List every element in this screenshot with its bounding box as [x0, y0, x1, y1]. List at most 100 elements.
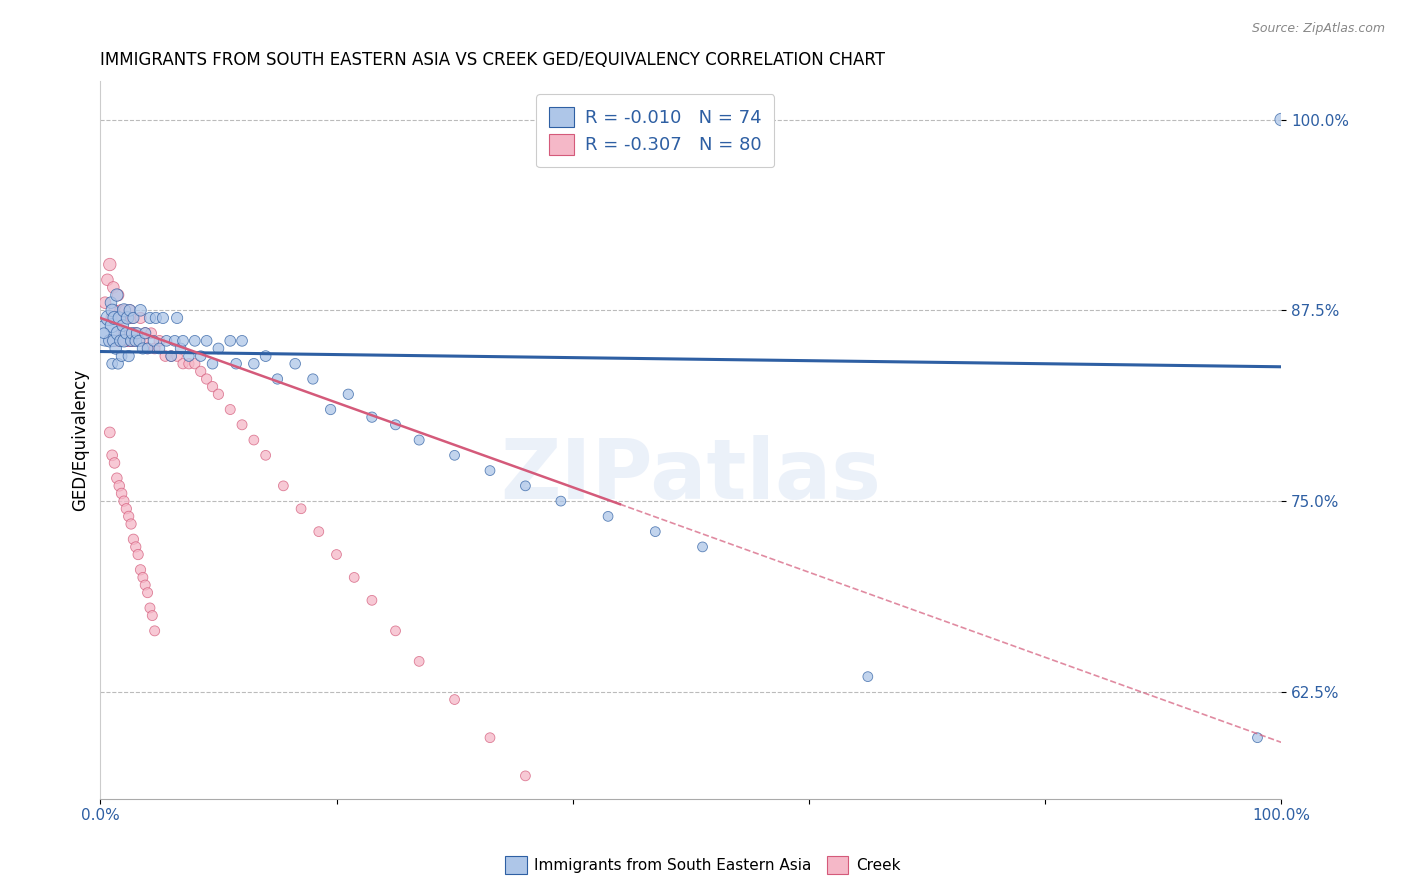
- Point: [319, 402, 342, 417]
- Y-axis label: GED/Equivalency: GED/Equivalency: [72, 369, 89, 511]
- Point: [114, 303, 136, 318]
- Point: [231, 334, 253, 348]
- Point: [479, 731, 502, 745]
- Point: [112, 334, 135, 348]
- Point: [166, 310, 188, 325]
- Point: [136, 342, 159, 356]
- Point: [172, 357, 194, 371]
- Point: [125, 326, 148, 341]
- Point: [155, 334, 177, 348]
- Point: [443, 692, 465, 706]
- Point: [169, 342, 191, 356]
- Point: [115, 334, 138, 348]
- Point: [97, 310, 120, 325]
- Point: [408, 654, 430, 668]
- Point: [479, 464, 502, 478]
- Point: [325, 548, 347, 562]
- Point: [644, 524, 666, 539]
- Point: [101, 310, 124, 325]
- Point: [110, 349, 132, 363]
- Point: [384, 417, 406, 432]
- Point: [120, 516, 142, 531]
- Point: [120, 334, 142, 348]
- Point: [155, 349, 177, 363]
- Point: [93, 326, 115, 341]
- Point: [160, 349, 183, 363]
- Text: ZIPatlas: ZIPatlas: [501, 435, 882, 516]
- Point: [108, 334, 131, 348]
- Point: [107, 326, 129, 341]
- Point: [443, 448, 465, 462]
- Point: [384, 624, 406, 638]
- Point: [118, 349, 141, 363]
- Point: [98, 334, 121, 348]
- Point: [243, 433, 266, 447]
- Point: [105, 310, 128, 325]
- Point: [132, 334, 155, 348]
- Point: [101, 357, 124, 371]
- Point: [290, 501, 312, 516]
- Point: [177, 349, 200, 363]
- Point: [190, 349, 212, 363]
- Point: [132, 570, 155, 584]
- Point: [337, 387, 360, 401]
- Point: [115, 326, 138, 341]
- Point: [190, 364, 212, 378]
- Point: [101, 448, 124, 462]
- Point: [118, 303, 141, 318]
- Point: [136, 585, 159, 599]
- Point: [103, 456, 125, 470]
- Point: [107, 357, 129, 371]
- Point: [117, 310, 139, 325]
- Point: [122, 533, 145, 547]
- Point: [134, 578, 156, 592]
- Point: [110, 486, 132, 500]
- Point: [98, 425, 121, 440]
- Point: [408, 433, 430, 447]
- Point: [129, 303, 152, 318]
- Point: [201, 357, 224, 371]
- Point: [96, 273, 118, 287]
- Point: [361, 593, 384, 607]
- Point: [343, 570, 366, 584]
- Point: [284, 357, 307, 371]
- Point: [122, 334, 145, 348]
- Point: [655, 883, 678, 892]
- Point: [148, 334, 170, 348]
- Text: Source: ZipAtlas.com: Source: ZipAtlas.com: [1251, 22, 1385, 36]
- Point: [195, 334, 218, 348]
- Point: [107, 288, 129, 302]
- Point: [129, 563, 152, 577]
- Point: [108, 310, 131, 325]
- Point: [108, 479, 131, 493]
- Point: [163, 334, 186, 348]
- Point: [127, 548, 149, 562]
- Point: [105, 288, 128, 302]
- Point: [103, 334, 125, 348]
- Legend: R = -0.010   N = 74, R = -0.307   N = 80: R = -0.010 N = 74, R = -0.307 N = 80: [536, 94, 775, 168]
- Point: [118, 509, 141, 524]
- Point: [142, 334, 165, 348]
- Point: [121, 310, 143, 325]
- Point: [166, 349, 188, 363]
- Point: [145, 310, 167, 325]
- Point: [112, 303, 135, 318]
- Point: [596, 509, 619, 524]
- Text: IMMIGRANTS FROM SOUTH EASTERN ASIA VS CREEK GED/EQUIVALENCY CORRELATION CHART: IMMIGRANTS FROM SOUTH EASTERN ASIA VS CR…: [100, 51, 886, 69]
- Point: [104, 342, 127, 356]
- Point: [302, 372, 325, 386]
- Point: [125, 326, 148, 341]
- Point: [110, 303, 132, 318]
- Point: [207, 342, 229, 356]
- Point: [129, 310, 152, 325]
- Point: [139, 601, 162, 615]
- Point: [254, 448, 277, 462]
- Point: [136, 342, 159, 356]
- Point: [361, 410, 384, 425]
- Point: [110, 326, 132, 341]
- Point: [110, 334, 132, 348]
- Point: [219, 334, 242, 348]
- Point: [143, 342, 166, 356]
- Point: [96, 326, 118, 341]
- Point: [132, 342, 155, 356]
